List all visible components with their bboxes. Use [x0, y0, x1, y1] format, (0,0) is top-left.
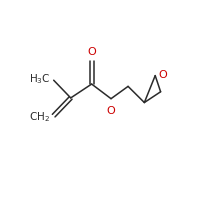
- Text: H$_3$C: H$_3$C: [29, 73, 51, 86]
- Text: O: O: [107, 106, 115, 116]
- Text: O: O: [87, 47, 96, 57]
- Text: CH$_2$: CH$_2$: [29, 110, 50, 124]
- Text: O: O: [158, 70, 167, 80]
